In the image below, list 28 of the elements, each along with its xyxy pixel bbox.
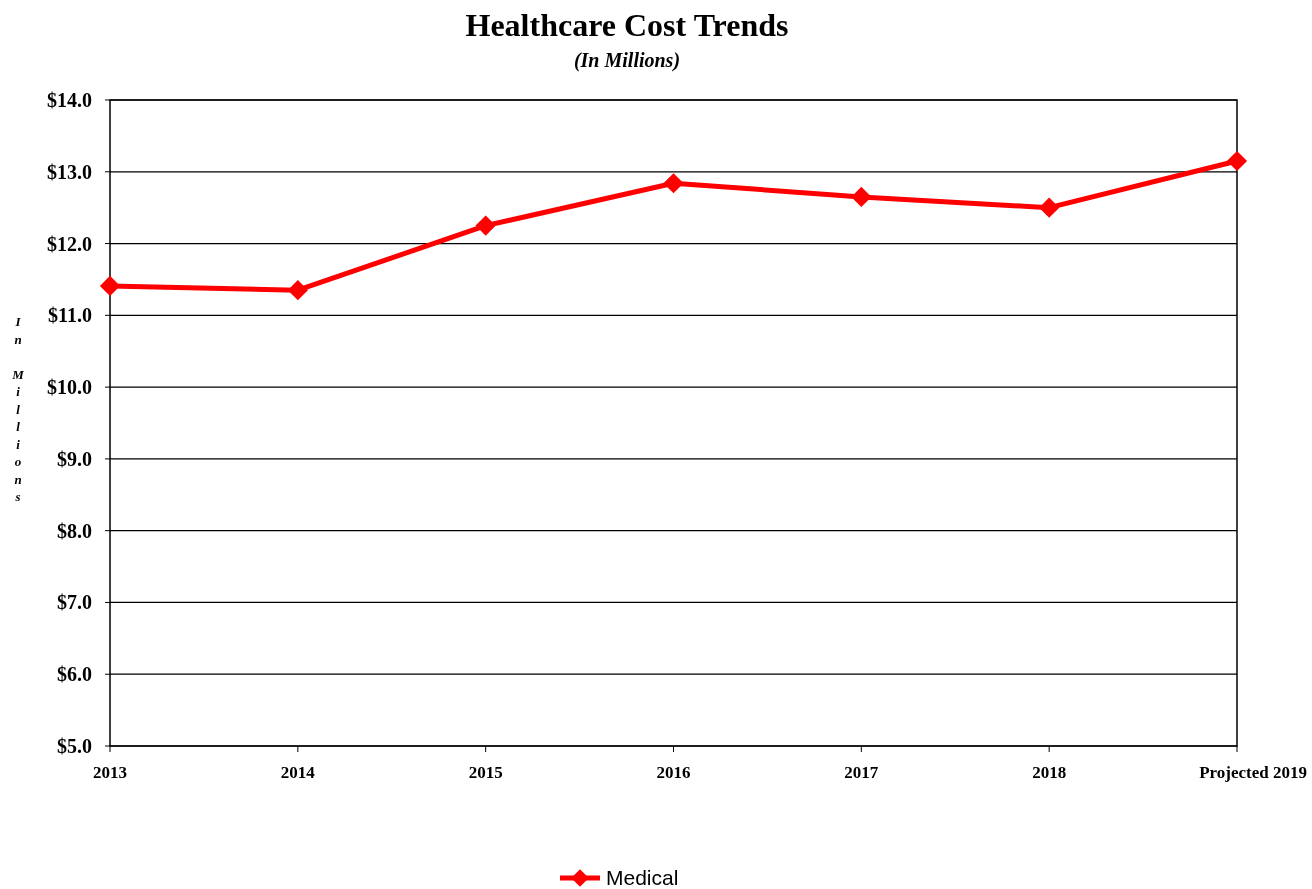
- point: [475, 215, 496, 236]
- y-tick-label: $13.0: [47, 160, 92, 183]
- y-tick-label: $9.0: [57, 447, 92, 470]
- y-tick-label: $5.0: [57, 735, 92, 757]
- point: [99, 275, 121, 296]
- point: [663, 173, 684, 194]
- y-tick-label: $8.0: [57, 519, 92, 542]
- y-tick-label: $6.0: [57, 663, 92, 686]
- x-tick-label: 2018: [1032, 763, 1067, 782]
- x-tick-label: 2017: [844, 763, 879, 782]
- x-tick-label: 2013: [93, 763, 127, 782]
- y-tick-label: $10.0: [47, 376, 92, 399]
- point: [851, 186, 872, 207]
- point: [1226, 150, 1248, 172]
- y-tick-label: $12.0: [47, 232, 92, 255]
- x-tick-label: 2015: [468, 763, 503, 782]
- y-tick-label: $14.0: [47, 89, 92, 111]
- chart-subtitle: (In Millions): [573, 49, 681, 72]
- y-tick-label: $7.0: [57, 591, 92, 614]
- chart-title: Healthcare Cost Trends: [465, 7, 789, 43]
- legend-label: Medical: [606, 866, 679, 889]
- x-tick-label: Projected 2019: [1199, 763, 1307, 782]
- x-tick-label: 2016: [656, 763, 691, 782]
- point: [287, 280, 308, 301]
- point: [1039, 197, 1060, 218]
- x-tick-label: 2014: [280, 763, 316, 782]
- y-tick-label: $11.0: [48, 304, 92, 327]
- text: In Millions: [12, 314, 24, 504]
